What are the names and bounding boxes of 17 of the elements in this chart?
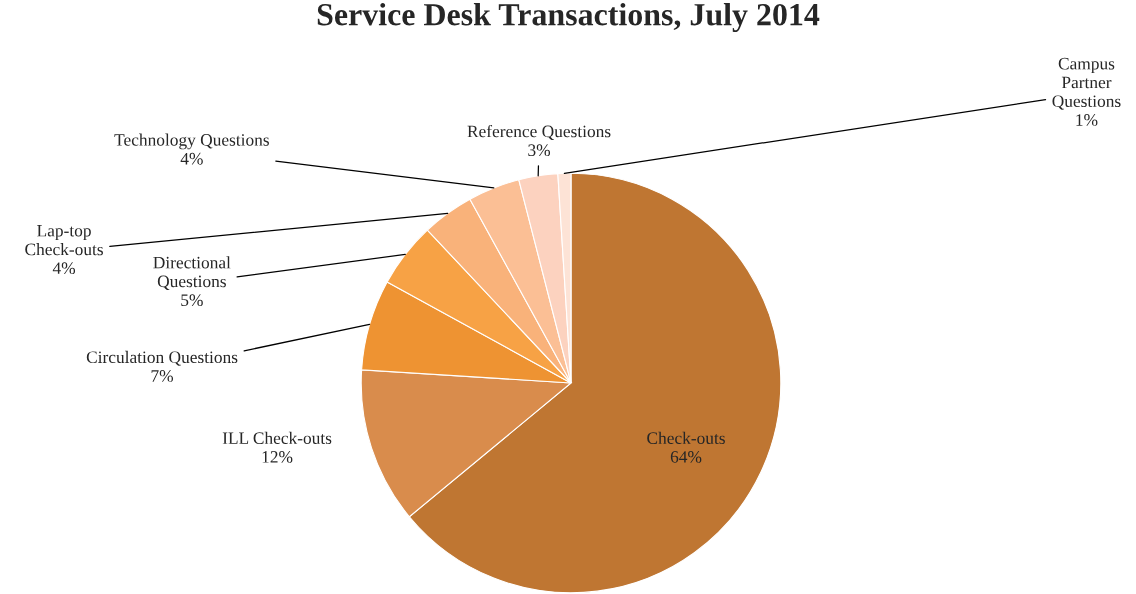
slice-label: Check-outs	[647, 431, 725, 444]
data-label: 4%	[52, 262, 76, 275]
slice-label: Lap-top Check-outs	[25, 224, 103, 256]
data-label: 1%	[1076, 114, 1098, 126]
slice-label: Circulation Questions	[86, 350, 238, 366]
data-label: 3%	[528, 144, 551, 157]
slice-label: Technology Questions	[114, 133, 269, 150]
data-label: 5%	[181, 294, 203, 307]
slice-label: Campus Partner Questions	[1052, 57, 1121, 110]
chart-title: Service Desk Transactions, July 2014	[317, 2, 820, 33]
slice-label: ILL Check-outs	[222, 431, 332, 444]
slice-label: Directional Questions	[153, 256, 231, 290]
slice-label: Reference Questions	[467, 124, 611, 140]
data-label: 12%	[262, 451, 293, 463]
data-label: 4%	[180, 152, 203, 165]
data-label: 7%	[151, 370, 174, 382]
data-label: 64%	[670, 451, 702, 463]
